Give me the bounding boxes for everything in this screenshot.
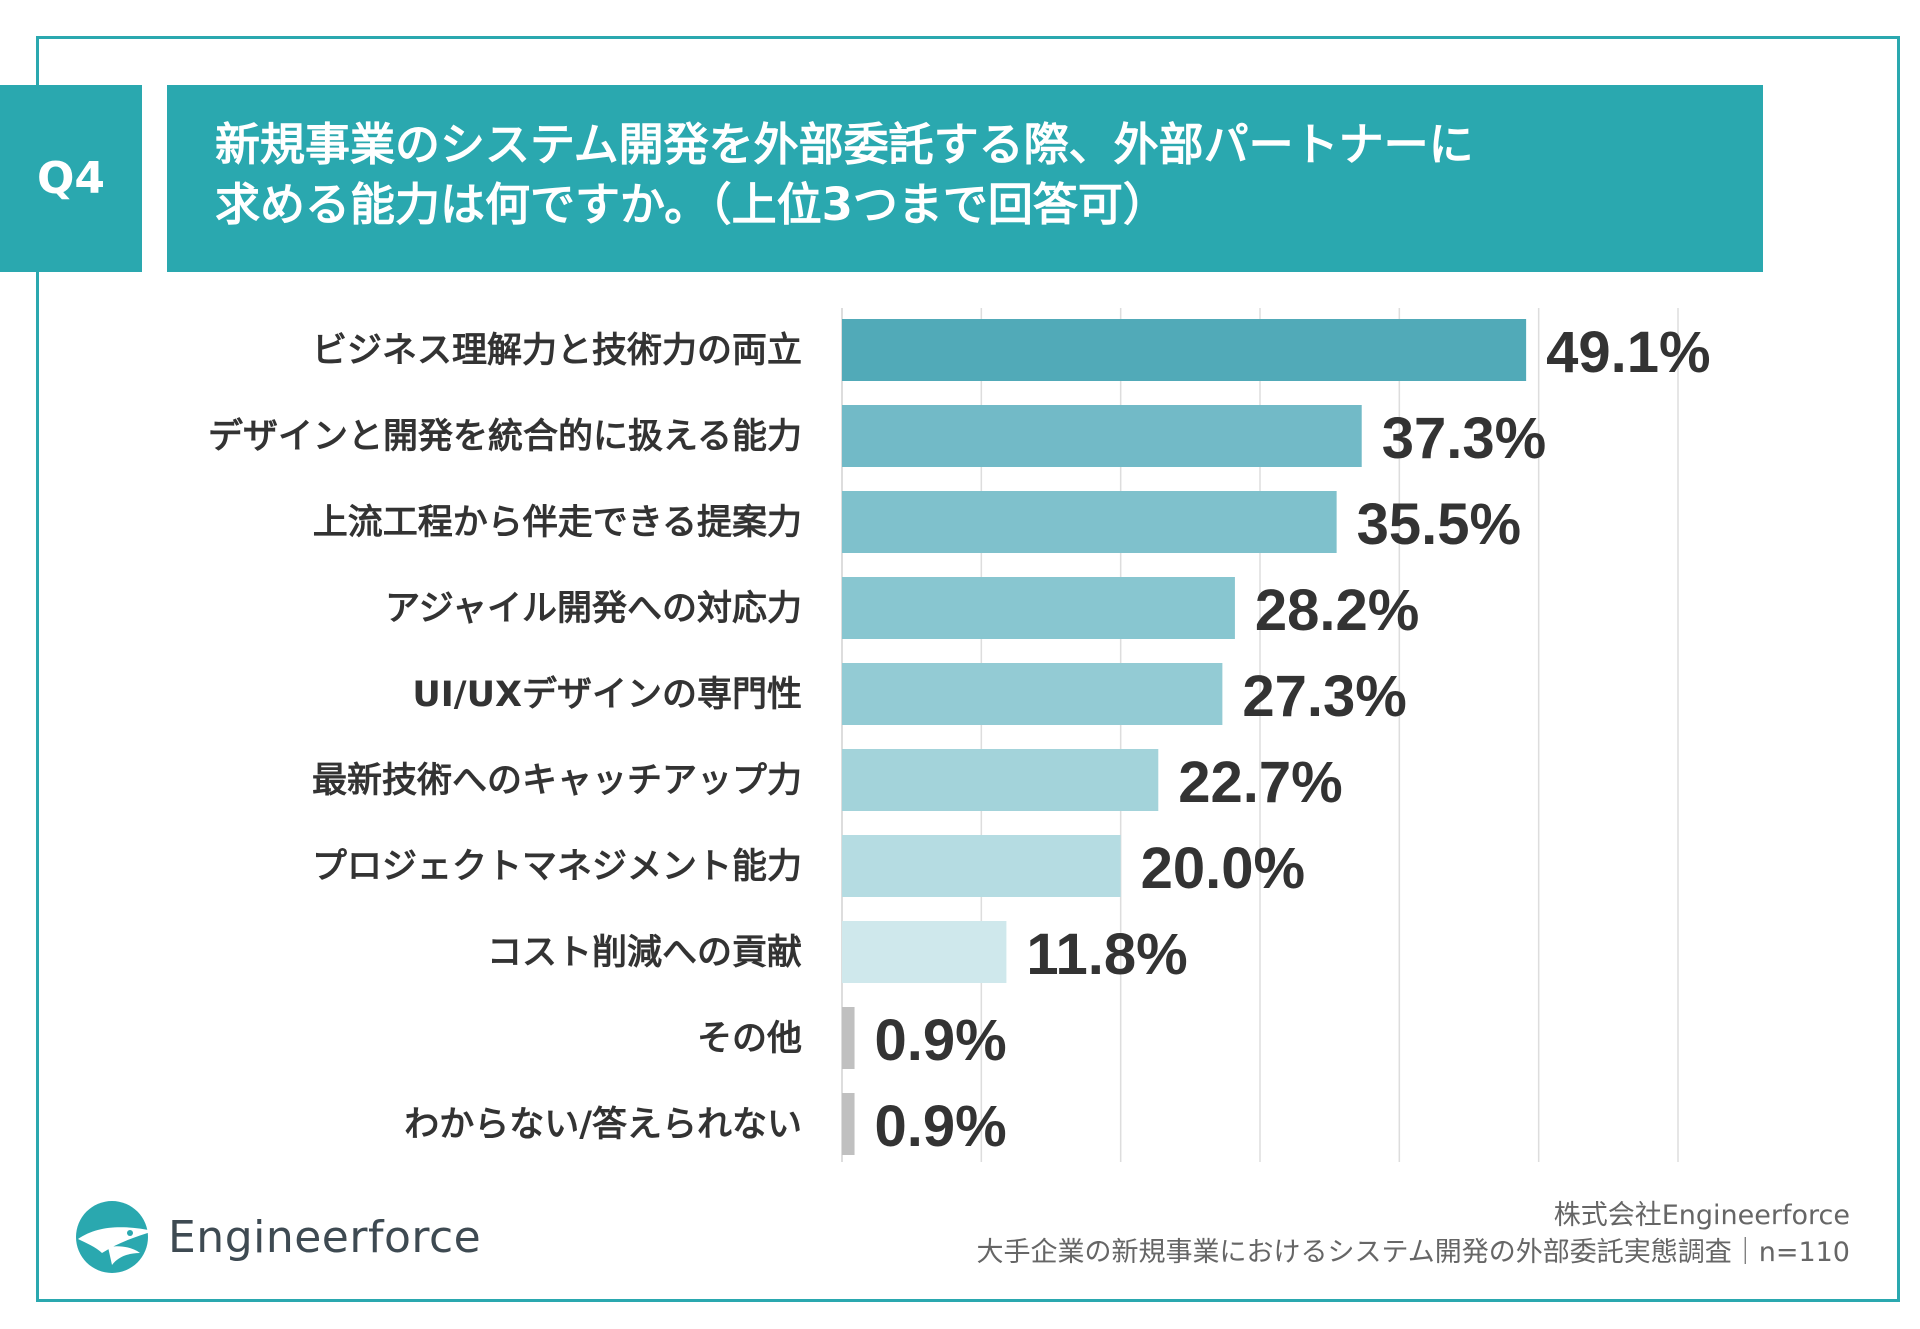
bird-logo-icon [76,1201,154,1273]
footer-brand-name: Engineerforce [168,1212,482,1263]
value-label-7: 20.0% [1141,836,1305,901]
bar-2 [842,405,1362,467]
category-label-3: 上流工程から伴走できる提案力 [313,503,802,543]
category-label-6: 最新技術へのキャッチアップ力 [312,761,802,801]
category-label-5: UI/UXデザインの専門性 [412,674,802,715]
category-label-7: プロジェクトマネジメント能力 [312,847,802,887]
bar-7 [842,835,1121,897]
bar-3 [842,491,1337,553]
bar-8 [842,921,1007,983]
question-title-line2: 求める能力は何ですか。（上位3つまで回答可） [215,178,1168,231]
outer-frame [36,36,1900,1302]
value-label-1: 49.1% [1546,320,1710,385]
bar-4 [842,577,1235,639]
category-label-1: ビジネス理解力と技術力の両立 [312,331,802,371]
category-labels: ビジネス理解力と技術力の両立デザインと開発を統合的に扱える能力上流工程から伴走で… [208,331,802,1145]
value-label-10: 0.9% [875,1094,1007,1159]
bar-10 [842,1093,855,1155]
category-label-8: コスト削減への貢献 [487,933,802,973]
question-badge: Q4 [0,85,142,272]
value-label-5: 27.3% [1242,664,1406,729]
value-label-2: 37.3% [1382,406,1546,471]
category-label-2: デザインと開発を統合的に扱える能力 [208,416,802,457]
value-label-6: 22.7% [1178,750,1342,815]
category-label-9: その他 [697,1019,802,1059]
footer-survey-info: 大手企業の新規事業におけるシステム開発の外部委託実態調査｜n=110 [976,1237,1850,1268]
footer-company: 株式会社Engineerforce [1553,1200,1850,1231]
value-label-8: 11.8% [1026,922,1187,987]
value-label-9: 0.9% [875,1008,1007,1073]
value-label-3: 35.5% [1357,492,1521,557]
bars [842,319,1527,1155]
category-label-10: わからない/答えられない [404,1105,802,1145]
bar-9 [842,1007,855,1069]
question-title-box: 新規事業のシステム開発を外部委託する際、外部パートナーに 求める能力は何ですか。… [167,85,1763,272]
bar-6 [842,749,1159,811]
question-title-line1: 新規事業のシステム開発を外部委託する際、外部パートナーに [215,118,1474,171]
value-labels: 49.1%37.3% 35.5% 28.2% 27.3% 22.7% 20.0% 11.8%… [875,320,1711,1159]
value-label-4: 28.2% [1255,578,1419,643]
bar-5 [842,663,1223,725]
category-label-4: アジャイル開発への対応力 [385,589,802,629]
bar-1 [842,319,1527,381]
